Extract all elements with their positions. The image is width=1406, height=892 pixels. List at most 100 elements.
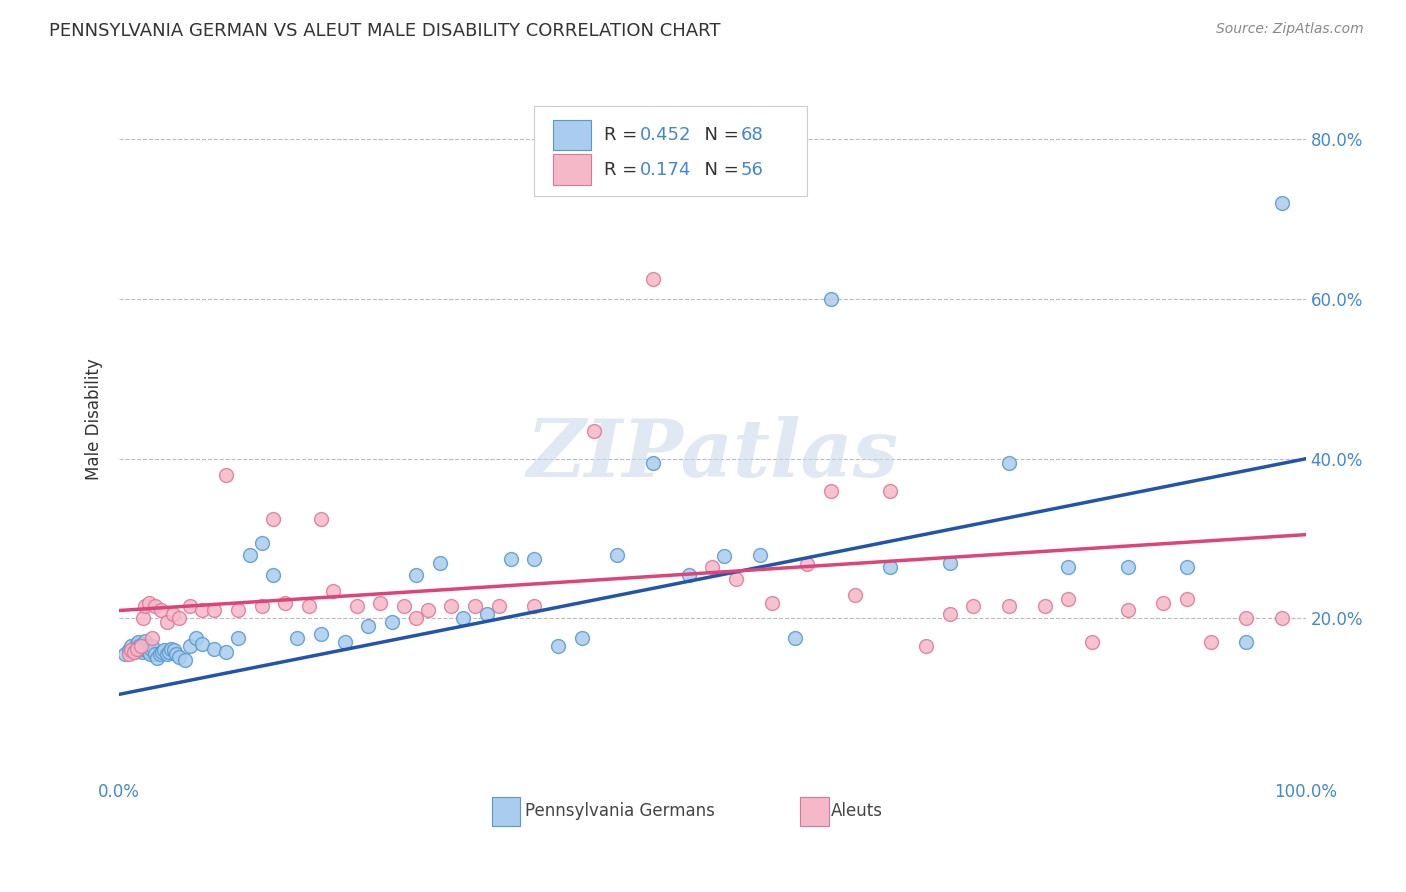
Point <box>239 548 262 562</box>
Point <box>844 588 866 602</box>
Point <box>173 653 195 667</box>
Text: PENNSYLVANIA GERMAN VS ALEUT MALE DISABILITY CORRELATION CHART: PENNSYLVANIA GERMAN VS ALEUT MALE DISABI… <box>49 22 721 40</box>
Point <box>138 645 160 659</box>
Point <box>785 632 807 646</box>
Point <box>368 595 391 609</box>
Point <box>143 599 166 614</box>
Point <box>298 599 321 614</box>
Text: N =: N = <box>693 126 745 144</box>
Point <box>962 599 984 614</box>
FancyBboxPatch shape <box>800 797 828 826</box>
Point <box>160 641 183 656</box>
Point <box>392 599 415 614</box>
Point <box>191 603 214 617</box>
Point <box>132 611 155 625</box>
Point <box>128 640 150 654</box>
Point <box>748 548 770 562</box>
Point <box>796 557 818 571</box>
Point <box>440 599 463 614</box>
Point <box>998 599 1021 614</box>
Point <box>1199 635 1222 649</box>
Point <box>149 648 172 662</box>
Point <box>139 648 162 662</box>
Point <box>333 635 356 649</box>
Point <box>125 641 148 656</box>
Point <box>464 599 486 614</box>
Point <box>118 648 141 662</box>
Point <box>713 549 735 564</box>
Text: 56: 56 <box>741 161 763 178</box>
Text: N =: N = <box>693 161 745 178</box>
Point <box>141 640 163 654</box>
Point <box>120 640 142 654</box>
FancyBboxPatch shape <box>554 120 592 150</box>
Point <box>122 645 145 659</box>
Point <box>357 619 380 633</box>
Point <box>879 559 901 574</box>
Point <box>153 643 176 657</box>
Point <box>879 483 901 498</box>
Point <box>475 607 498 622</box>
Point <box>202 641 225 656</box>
Point <box>820 292 842 306</box>
Point <box>582 424 605 438</box>
Point <box>226 632 249 646</box>
Point <box>488 599 510 614</box>
Point <box>820 483 842 498</box>
Point <box>1116 603 1139 617</box>
Point <box>215 467 238 482</box>
Point <box>162 607 184 622</box>
Point <box>156 615 179 630</box>
Point <box>405 611 427 625</box>
Point <box>167 649 190 664</box>
Point <box>138 595 160 609</box>
Text: 68: 68 <box>741 126 763 144</box>
Point <box>499 551 522 566</box>
Point <box>571 632 593 646</box>
Point <box>143 648 166 662</box>
Point <box>641 272 664 286</box>
Text: R =: R = <box>605 126 644 144</box>
Point <box>1271 611 1294 625</box>
Point <box>1033 599 1056 614</box>
Point <box>453 611 475 625</box>
Point <box>761 595 783 609</box>
Point <box>250 535 273 549</box>
Text: Aleuts: Aleuts <box>831 802 883 821</box>
Point <box>285 632 308 646</box>
Point <box>547 640 569 654</box>
Point <box>1116 559 1139 574</box>
Text: 0.174: 0.174 <box>640 161 692 178</box>
Point <box>381 615 404 630</box>
Point <box>938 556 960 570</box>
Point <box>263 567 285 582</box>
FancyBboxPatch shape <box>492 797 520 826</box>
Point <box>179 599 201 614</box>
Point <box>127 635 149 649</box>
Point <box>118 643 141 657</box>
Point <box>134 599 156 614</box>
Point <box>1175 559 1198 574</box>
Point <box>606 548 628 562</box>
Point <box>125 637 148 651</box>
Point <box>136 643 159 657</box>
Point <box>165 648 187 662</box>
Point <box>250 599 273 614</box>
Point <box>346 599 368 614</box>
Point <box>179 640 201 654</box>
Point <box>274 595 297 609</box>
Point <box>1175 591 1198 606</box>
Point <box>309 627 332 641</box>
FancyBboxPatch shape <box>554 154 592 185</box>
Point <box>202 603 225 617</box>
Y-axis label: Male Disability: Male Disability <box>86 358 103 480</box>
Point <box>163 643 186 657</box>
Point <box>157 645 180 659</box>
Point <box>156 648 179 662</box>
Point <box>641 456 664 470</box>
Point <box>429 556 451 570</box>
Point <box>1152 595 1174 609</box>
Point <box>191 637 214 651</box>
Point <box>135 640 157 654</box>
Point <box>226 603 249 617</box>
